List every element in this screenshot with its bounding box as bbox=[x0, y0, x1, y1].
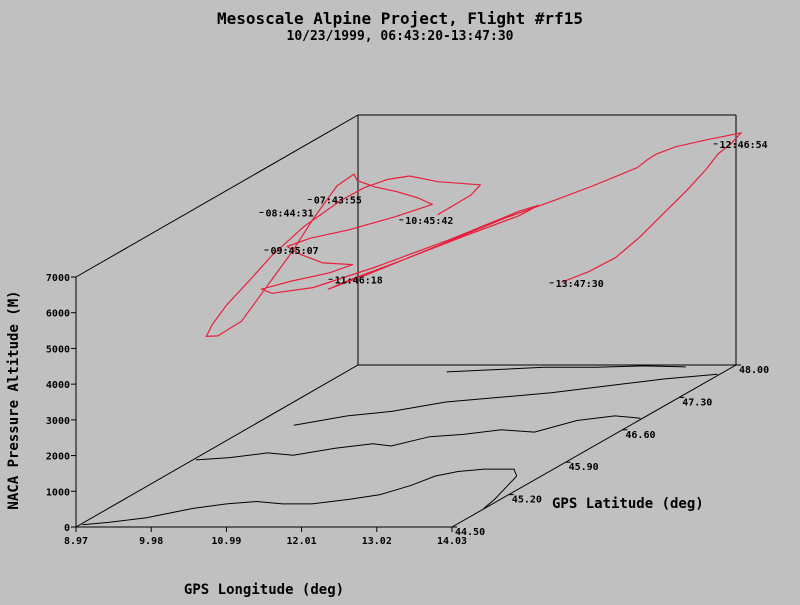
z-axis-title: NACA Pressure Altitude (M) bbox=[6, 290, 22, 509]
x-tick-label: 9.98 bbox=[139, 536, 163, 547]
z-tick-label: 5000 bbox=[46, 344, 70, 355]
time-label: 11:46:18 bbox=[335, 275, 383, 286]
y-tick-label: 44.50 bbox=[455, 527, 485, 538]
z-tick-label: 0 bbox=[64, 523, 70, 534]
x-axis-title: GPS Longitude (deg) bbox=[184, 582, 344, 598]
x-tick-label: 8.97 bbox=[64, 536, 88, 547]
z-tick-label: 3000 bbox=[46, 416, 70, 427]
time-label: 09:45:07 bbox=[270, 246, 318, 257]
flight-track-line bbox=[205, 132, 742, 337]
z-tick-label: 2000 bbox=[46, 452, 70, 463]
z-tick-label: 4000 bbox=[46, 380, 70, 391]
left-top-edge bbox=[75, 114, 359, 278]
y-axis-title: GPS Latitude (deg) bbox=[552, 496, 704, 512]
z-tick-label: 6000 bbox=[46, 309, 70, 320]
x-tick-label: 10.99 bbox=[211, 536, 241, 547]
coastline-segment bbox=[195, 415, 641, 461]
coastline-segment bbox=[446, 365, 686, 373]
y-tick-label: 47.30 bbox=[682, 397, 712, 408]
flight-track bbox=[205, 132, 742, 337]
coastline-segment bbox=[483, 475, 518, 509]
z-tick-label: 1000 bbox=[46, 487, 70, 498]
x-tick-label: 14.03 bbox=[437, 536, 467, 547]
time-label: 12:46:54 bbox=[720, 140, 768, 151]
coastline-map bbox=[82, 365, 718, 526]
chart-subtitle: 10/23/1999, 06:43:20-13:47:30 bbox=[287, 29, 514, 44]
coastline-segment bbox=[293, 373, 718, 426]
time-label: 13:47:30 bbox=[556, 279, 604, 290]
time-label: 07:43:55 bbox=[314, 195, 362, 206]
chart-title: Mesoscale Alpine Project, Flight #rf15 bbox=[217, 9, 583, 28]
x-tick-label: 12.01 bbox=[287, 536, 317, 547]
z-tick-label: 7000 bbox=[46, 273, 70, 284]
x-tick-label: 13.02 bbox=[362, 536, 392, 547]
y-tick-label: 45.90 bbox=[569, 462, 599, 473]
y-tick-label: 46.60 bbox=[625, 430, 655, 441]
y-tick-label: 48.00 bbox=[739, 365, 769, 376]
y-tick-label: 45.20 bbox=[512, 495, 542, 506]
time-label: 08:44:31 bbox=[265, 208, 313, 219]
coastline-segment bbox=[82, 468, 518, 526]
time-label: 10:45:42 bbox=[405, 216, 453, 227]
